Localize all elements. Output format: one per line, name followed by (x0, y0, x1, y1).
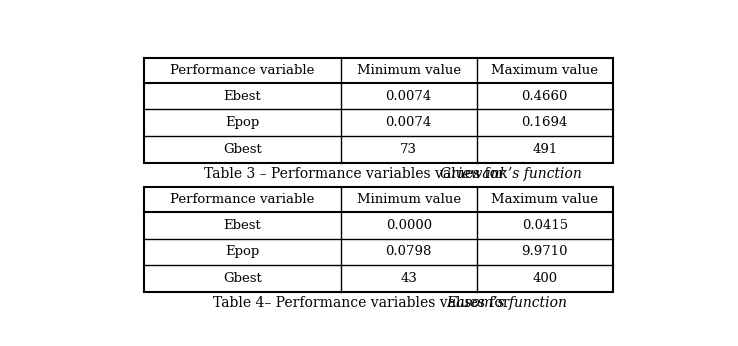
Text: Epop: Epop (225, 116, 259, 129)
Text: Griewank’s function: Griewank’s function (441, 167, 582, 181)
Text: 9.9710: 9.9710 (522, 246, 568, 258)
Text: 43: 43 (400, 272, 417, 285)
Text: Performance variable: Performance variable (170, 64, 314, 77)
Text: 491: 491 (532, 143, 557, 156)
Text: Minimum value: Minimum value (356, 193, 461, 206)
Text: Epop: Epop (225, 246, 259, 258)
Text: 0.0415: 0.0415 (522, 219, 568, 232)
Text: Gbest: Gbest (223, 272, 261, 285)
Bar (144, 187, 613, 292)
Text: 0.0074: 0.0074 (385, 90, 432, 103)
Text: Easom’s function: Easom’s function (446, 296, 568, 310)
Text: Table 4– Performance variables values for: Table 4– Performance variables values fo… (213, 296, 514, 310)
Text: Minimum value: Minimum value (356, 64, 461, 77)
Text: 73: 73 (400, 143, 417, 156)
Text: 0.0000: 0.0000 (386, 219, 432, 232)
Text: Gbest: Gbest (223, 143, 261, 156)
Text: 0.0798: 0.0798 (385, 246, 432, 258)
Text: Performance variable: Performance variable (170, 193, 314, 206)
Text: Maximum value: Maximum value (492, 64, 599, 77)
Text: 0.4660: 0.4660 (522, 90, 568, 103)
Bar (144, 57, 613, 163)
Text: Table 3 – Performance variables values for: Table 3 – Performance variables values f… (204, 167, 509, 181)
Text: 0.1694: 0.1694 (522, 116, 568, 129)
Text: 0.0074: 0.0074 (385, 116, 432, 129)
Text: Maximum value: Maximum value (492, 193, 599, 206)
Text: 400: 400 (532, 272, 557, 285)
Text: Ebest: Ebest (224, 90, 261, 103)
Text: Ebest: Ebest (224, 219, 261, 232)
